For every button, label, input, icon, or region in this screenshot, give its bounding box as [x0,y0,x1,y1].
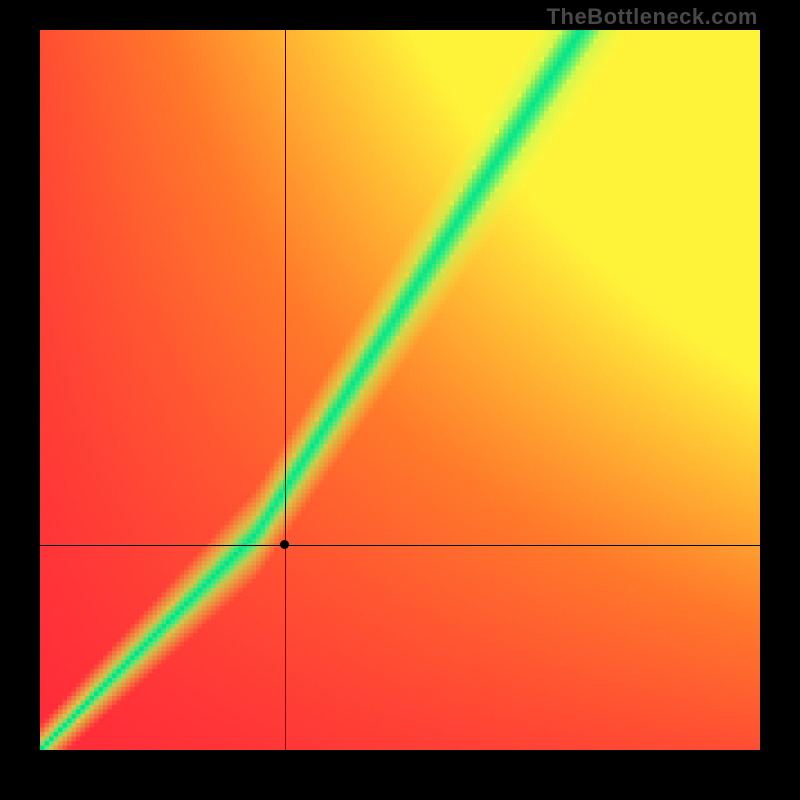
crosshair-horizontal-line [40,545,760,546]
heatmap-plot-area [40,30,760,750]
heatmap-canvas [40,30,760,750]
crosshair-vertical-line [285,30,286,750]
watermark-text: TheBottleneck.com [547,4,758,30]
chart-outer-frame: TheBottleneck.com [0,0,800,800]
